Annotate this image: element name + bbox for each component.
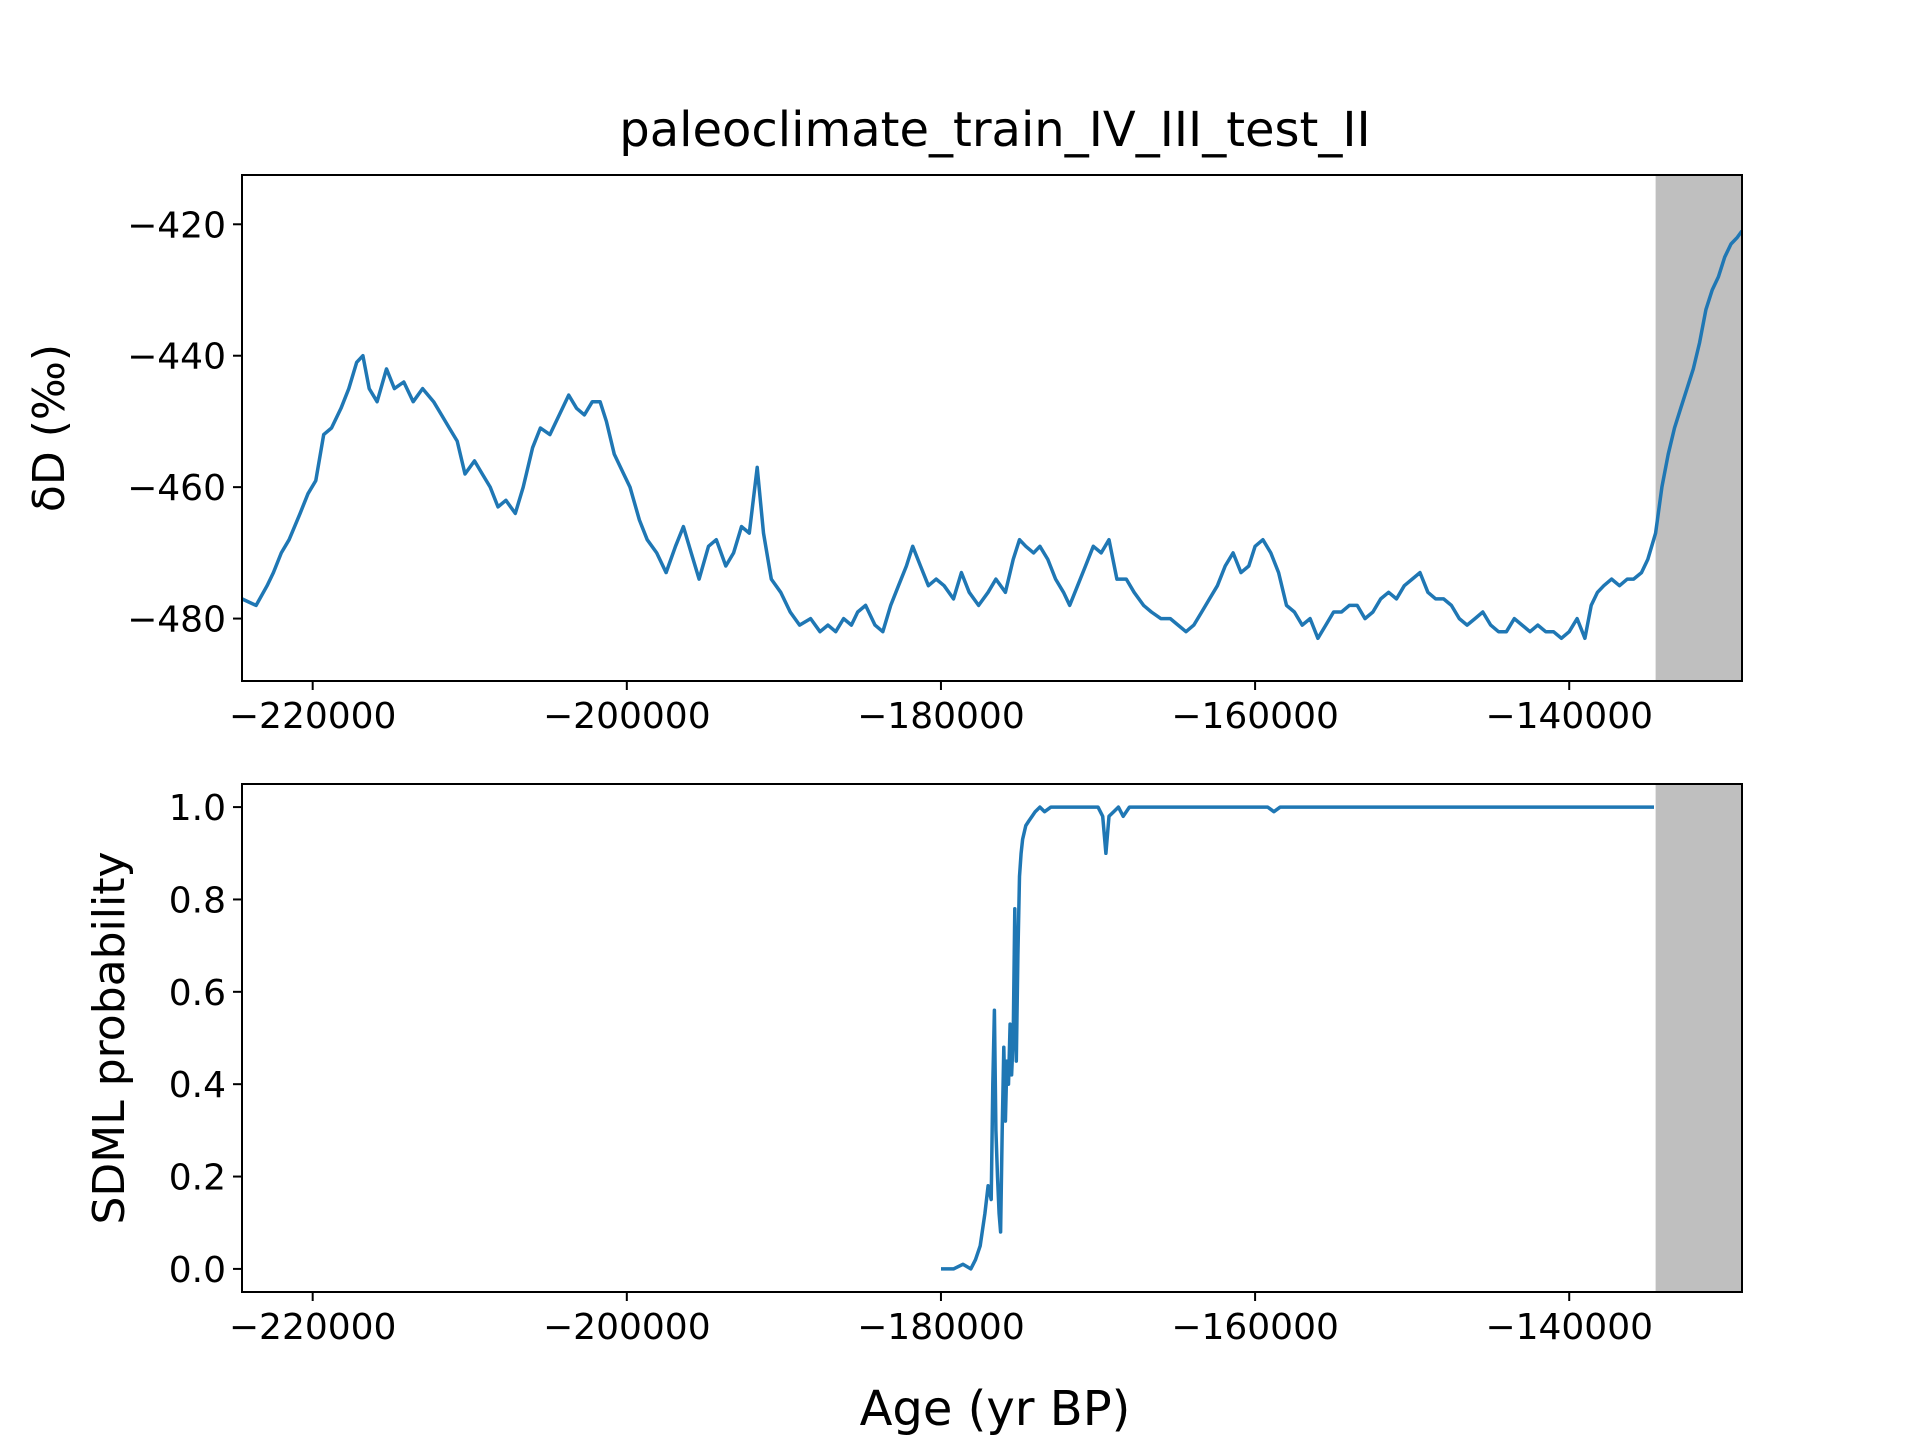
x-tick-label: −180000 bbox=[857, 696, 1025, 737]
x-tick-label: −160000 bbox=[1171, 696, 1339, 737]
x-tick-label: −140000 bbox=[1485, 1307, 1653, 1348]
x-axis-label: Age (yr BP) bbox=[860, 1381, 1131, 1437]
x-tick-label: −200000 bbox=[543, 1307, 711, 1348]
y-tick-label: 1.0 bbox=[169, 788, 226, 829]
series-line bbox=[242, 231, 1742, 638]
axes-frame bbox=[242, 175, 1742, 681]
y-tick-label: 0.2 bbox=[169, 1158, 226, 1199]
y-tick-label: −460 bbox=[127, 468, 226, 509]
test-region-shade bbox=[1656, 784, 1742, 1292]
y-tick-label: −420 bbox=[127, 205, 226, 246]
y-axis-label: δD (‰) bbox=[24, 344, 75, 512]
y-tick-label: 0.8 bbox=[169, 880, 226, 921]
y-tick-label: 0.0 bbox=[169, 1250, 226, 1291]
x-tick-label: −220000 bbox=[229, 1307, 397, 1348]
x-tick-label: −160000 bbox=[1171, 1307, 1339, 1348]
y-axis-label: SDML probability bbox=[84, 851, 135, 1224]
chart-title: paleoclimate_train_IV_III_test_II bbox=[619, 102, 1370, 158]
y-tick-label: −480 bbox=[127, 600, 226, 641]
x-tick-label: −220000 bbox=[229, 696, 397, 737]
axes-frame bbox=[242, 784, 1742, 1292]
x-tick-label: −140000 bbox=[1485, 696, 1653, 737]
x-tick-label: −200000 bbox=[543, 696, 711, 737]
y-tick-label: −440 bbox=[127, 337, 226, 378]
series-line bbox=[941, 807, 1654, 1269]
x-tick-label: −180000 bbox=[857, 1307, 1025, 1348]
y-tick-label: 0.4 bbox=[169, 1065, 226, 1106]
sdml-probability-panel: −220000 −200000 −180000 −160000 −140000 0.0 0.… bbox=[84, 784, 1742, 1348]
y-tick-label: 0.6 bbox=[169, 973, 226, 1014]
delta-d-panel: −220000 −200000 −180000 −160000 −140000 −480 −… bbox=[24, 175, 1742, 737]
